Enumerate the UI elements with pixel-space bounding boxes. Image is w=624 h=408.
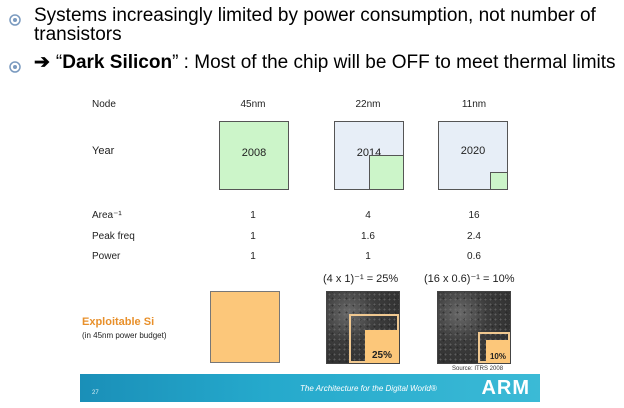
bullet-2-text: ➔ “Dark Silicon” : Most of the chip will … [34, 53, 624, 72]
footer-bar: 27 The Architecture for the Digital Worl… [80, 374, 540, 402]
active-area-2014 [369, 155, 403, 189]
row-label-area: Area⁻¹ [92, 210, 122, 221]
exploitable-45nm [210, 291, 280, 363]
bullet-2: ➔ “Dark Silicon” : Most of the chip will … [8, 53, 624, 74]
dark-silicon-term: Dark Silicon [62, 52, 173, 73]
arrow-icon: ➔ [34, 52, 50, 73]
source-note: Source: ITRS 2008 [452, 366, 504, 372]
circle-bullet-icon [9, 14, 21, 26]
formula-22nm: (4 x 1)⁻¹ = 25% [323, 273, 399, 285]
area-22nm: 4 [365, 210, 371, 221]
pct-25: 25% [365, 330, 399, 363]
power-45nm: 1 [250, 251, 256, 262]
power-11nm: 0.6 [467, 251, 481, 262]
freq-11nm: 2.4 [467, 231, 481, 242]
bullet-1: Systems increasingly limited by power co… [8, 6, 624, 44]
bullet-1-text: Systems increasingly limited by power co… [34, 5, 596, 45]
area-45nm: 1 [250, 210, 256, 221]
circle-bullet-icon [9, 61, 21, 73]
footer-tagline: The Architecture for the Digital World® [300, 384, 437, 393]
formula-11nm: (16 x 0.6)⁻¹ = 10% [424, 273, 515, 285]
year-2020: 2020 [460, 145, 486, 157]
row-label-peak-freq: Peak freq [92, 231, 135, 242]
slide-number: 27 [92, 390, 99, 396]
freq-22nm: 1.6 [361, 231, 375, 242]
quote-open: “ [55, 52, 63, 73]
node-45nm: 45nm [240, 99, 266, 110]
power-22nm: 1 [365, 251, 371, 262]
exploitable-si-title: Exploitable Si [82, 316, 155, 328]
chip-2014: 2014 [334, 121, 404, 190]
area-11nm: 16 [468, 210, 480, 221]
silicon-11nm: 10% [437, 291, 511, 364]
active-area-2020 [490, 172, 507, 189]
silicon-22nm: 25% [326, 291, 400, 364]
row-label-power: Power [92, 251, 121, 262]
exploitable-si-subtitle: (in 45nm power budget) [82, 331, 167, 340]
node-label: Node [92, 99, 116, 110]
freq-45nm: 1 [250, 231, 256, 242]
pct-10: 10% [486, 340, 510, 363]
chip-2008: 2008 [219, 121, 289, 190]
node-22nm: 22nm [355, 99, 381, 110]
bullet-2-rest: ” : Most of the chip will be OFF to meet… [172, 52, 616, 73]
year-2008: 2008 [241, 147, 267, 159]
arm-logo: ARM [481, 377, 530, 399]
year-label: Year [92, 145, 115, 157]
node-11nm: 11nm [461, 99, 487, 110]
chip-2020: 2020 [438, 121, 508, 190]
